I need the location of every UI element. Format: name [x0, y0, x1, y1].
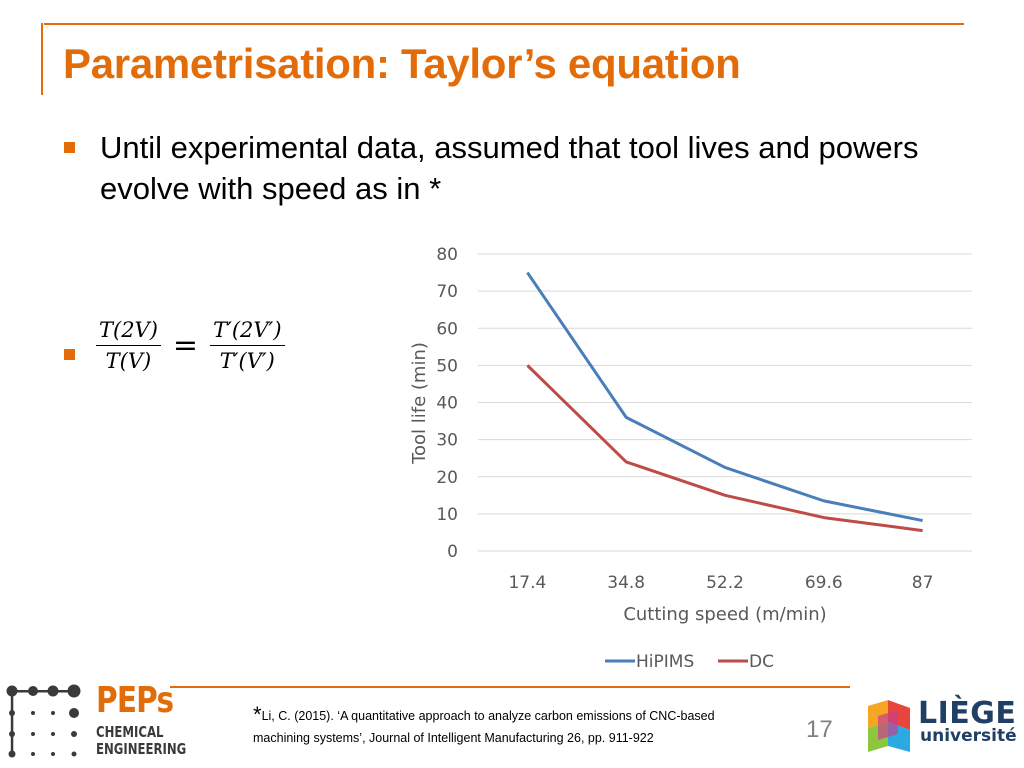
series-line-hipims [526, 271, 923, 523]
y-tick-label: 70 [436, 282, 458, 302]
formula-equals: = [172, 328, 199, 363]
y-tick-label: 10 [436, 505, 458, 525]
page-number: 17 [806, 716, 833, 743]
footnote: *Li, C. (2015). ‘A quantitative approach… [253, 704, 773, 749]
liege-logo-subtitle: université [920, 726, 1017, 746]
x-tick-label: 17.4 [508, 573, 546, 593]
peps-dots-icon [6, 684, 81, 758]
x-axis-title: Cutting speed (m/min) [623, 604, 826, 625]
footnote-marker: * [253, 702, 262, 727]
y-tick-label: 40 [436, 394, 458, 414]
peps-logo-line1: CHEMICAL [96, 723, 164, 741]
y-tick-label: 80 [436, 245, 458, 265]
x-tick-label: 52.2 [706, 573, 744, 593]
taylor-formula: T(2V) T(V) = T′(2V′) T′(V′) [96, 318, 285, 373]
formula-rhs-numerator: T′(2V′) [210, 318, 285, 346]
peps-logo-line2: ENGINEERING [96, 740, 187, 758]
bullet-marker [64, 349, 75, 360]
y-tick-label: 20 [436, 468, 458, 488]
title-top-rule [44, 23, 964, 25]
y-tick-label: 60 [436, 319, 458, 339]
formula-lhs-fraction: T(2V) T(V) [96, 318, 161, 373]
bullet-text: Until experimental data, assumed that to… [100, 130, 919, 206]
slide-title: Parametrisation: Taylor’s equation [63, 40, 741, 87]
y-axis-title: Tool life (min) [409, 342, 430, 465]
formula-rhs-fraction: T′(2V′) T′(V′) [210, 318, 285, 373]
liege-cube-icon [868, 700, 910, 752]
peps-logo-subtitle: CHEMICAL ENGINEERING [96, 724, 186, 758]
y-tick-label: 30 [436, 431, 458, 451]
legend-label-dc: DC [749, 652, 774, 672]
bullet-marker [64, 142, 75, 153]
x-tick-label: 34.8 [607, 573, 645, 593]
title-left-rule [41, 23, 43, 95]
peps-logo-name: PEPs [96, 680, 174, 721]
formula-lhs-denominator: T(V) [105, 349, 152, 373]
footnote-text: Li, C. (2015). ‘A quantitative approach … [253, 709, 715, 745]
liege-logo-name: LIÈGE [918, 696, 1017, 731]
formula-lhs-numerator: T(2V) [96, 318, 161, 346]
y-tick-label: 0 [447, 542, 458, 562]
y-tick-label: 50 [436, 356, 458, 376]
x-tick-label: 87 [912, 573, 934, 593]
formula-rhs-denominator: T′(V′) [219, 349, 275, 373]
x-tick-label: 69.6 [805, 573, 843, 593]
footer-rule [170, 686, 850, 688]
series-line-dc [526, 364, 923, 533]
legend-label-hipims: HiPIMS [636, 652, 694, 672]
